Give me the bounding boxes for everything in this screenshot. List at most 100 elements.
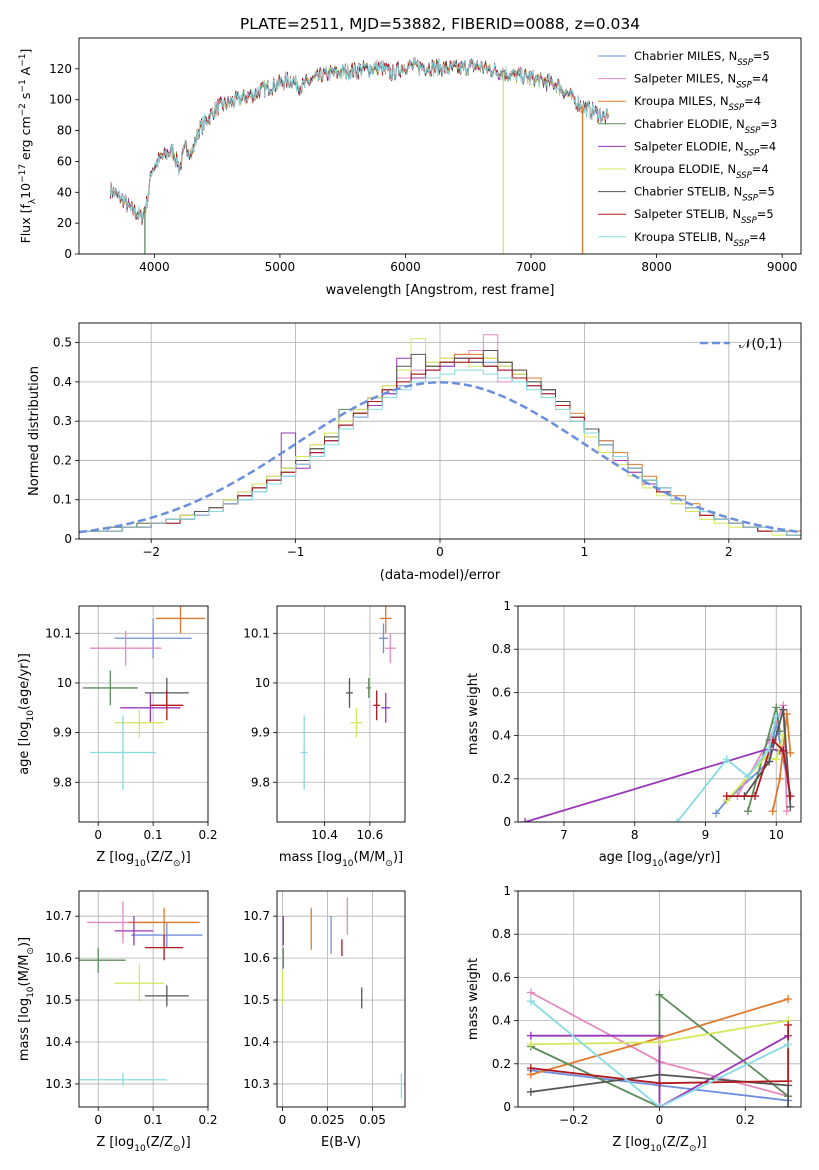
- spectrum-ticks: 4000 5000 6000 7000 8000 9000 0 20 40 60 80 100 120: [49, 62, 797, 274]
- age-weight-grid: [518, 605, 801, 823]
- x-tick-label: 10.6: [357, 828, 384, 842]
- z-mass-point: [114, 916, 154, 946]
- age-weight-marker: [768, 807, 777, 816]
- histogram-series: [79, 369, 801, 539]
- spectrum-axes: 4000 5000 6000 7000 8000 9000 0 20 40 60 80 100 120 w…: [18, 37, 802, 298]
- mass-age-point: [373, 690, 381, 721]
- z-weight-marker: [526, 1031, 535, 1040]
- z-age-point: [155, 606, 206, 634]
- x-tick-label: 0: [94, 828, 102, 842]
- y-tick-label: 0.1: [53, 493, 72, 507]
- z-weight-marker: [526, 1040, 535, 1049]
- z-mass-point: [79, 947, 126, 973]
- y-tick-label: 0.2: [492, 772, 511, 786]
- legend-label: Chabrier ELODIE, NSSP=3: [634, 117, 777, 136]
- age-weight-axes: 7 8 9 10 0 0.2 0.4 0.6 0.8 1 age [log10(age/yr)] ma…: [466, 599, 802, 869]
- x-tick-label: 10.4: [311, 828, 338, 842]
- z-weight-axes: −0.2 0 0.2 0 0.2 0.4 0.6 0.8 1 Z [log10(Z/Z⊙)] mas…: [466, 884, 802, 1154]
- z-mass-point: [128, 907, 200, 938]
- age-weight-marker: [772, 755, 781, 764]
- x-tick-label: 0.025: [310, 1113, 344, 1127]
- x-tick-label: −2: [142, 545, 160, 559]
- x-tick-label: 2: [725, 545, 733, 559]
- spectrum-series-line: [110, 57, 586, 221]
- z-age-point: [114, 618, 192, 659]
- y-tick-label: 10.1: [45, 626, 72, 640]
- x-tick-label: 1: [581, 545, 589, 559]
- age-weight-y-label: mass weight: [466, 673, 481, 755]
- y-tick-label: 10.4: [45, 1035, 72, 1049]
- age-weight-marker: [751, 792, 760, 801]
- z-mass-point: [131, 922, 203, 948]
- x-tick-label: −0.2: [559, 1113, 588, 1127]
- figure-title: PLATE=2511, MJD=53882, FIBERID=0088, z=0…: [240, 15, 640, 33]
- histogram-legend-label: 𝒩(0,1): [739, 337, 782, 352]
- z-age-point: [120, 692, 181, 723]
- z-weight-ticks: −0.2 0 0.2 0 0.2 0.4 0.6 0.8 1: [492, 884, 755, 1127]
- x-tick-label: 4000: [139, 260, 170, 274]
- y-tick-label: 0.5: [53, 336, 72, 350]
- y-tick-label: 0: [503, 1100, 511, 1114]
- legend-label: Chabrier MILES, NSSP=5: [634, 49, 770, 68]
- age-weight-series-line: [743, 709, 792, 807]
- age-weight-marker: [743, 772, 752, 781]
- x-tick-label: 0.05: [359, 1113, 386, 1127]
- y-tick-label: 0.4: [492, 1014, 511, 1028]
- z-age-point: [89, 715, 156, 790]
- mass-age-point: [346, 678, 353, 708]
- y-tick-label: 60: [57, 154, 72, 168]
- ebv-mass-plot-area: [281, 897, 403, 1099]
- x-tick-label: −1: [287, 545, 305, 559]
- z-mass-point: [144, 935, 184, 961]
- age-weight-marker: [765, 744, 774, 753]
- z-mass-grid: [79, 891, 209, 1107]
- histogram-plot-area: [79, 334, 801, 539]
- age-weight-marker: [712, 809, 721, 818]
- y-tick-label: 10.3: [45, 1077, 72, 1091]
- x-tick-label: 0.2: [736, 1113, 755, 1127]
- age-weight-marker: [768, 735, 777, 744]
- legend-label: Salpeter MILES, NSSP=4: [634, 72, 769, 91]
- y-tick-label: 10.6: [45, 951, 72, 965]
- z-weight-marker: [655, 990, 664, 999]
- y-tick-label: 10.4: [243, 1035, 270, 1049]
- y-tick-label: 120: [49, 62, 72, 76]
- mass-age-point: [384, 633, 396, 664]
- legend-label: Salpeter STELIB, NSSP=5: [634, 207, 774, 226]
- z-weight-marker: [526, 988, 535, 997]
- age-weight-x-label: age [log10(age/yr)]: [599, 850, 721, 869]
- y-tick-label: 40: [57, 185, 72, 199]
- age-weight-marker: [772, 712, 781, 721]
- z-mass-axes: 0 0.1 0.2 10.3 10.4 10.5 10.6 10.7 Z [log10(Z/Z⊙…: [17, 890, 218, 1154]
- z-weight-frame: [517, 890, 802, 1108]
- ebv-mass-axes: 0 0.025 0.05 10.3 10.4 10.5 10.6 10.7 E(B-V): [243, 890, 406, 1150]
- age-weight-marker: [786, 748, 795, 757]
- spectrum-plot-area: [110, 57, 609, 254]
- y-tick-label: 0.2: [53, 453, 72, 467]
- x-tick-label: 0.2: [198, 1113, 217, 1127]
- mass-age-frame: [276, 605, 406, 823]
- y-tick-label: 10.1: [243, 626, 270, 640]
- mass-age-point: [300, 715, 308, 790]
- y-tick-label: 0.4: [492, 729, 511, 743]
- z-weight-marker: [784, 1103, 793, 1107]
- x-tick-label: 0: [279, 1113, 287, 1127]
- z-age-frame: [78, 605, 209, 823]
- mass-age-point: [381, 692, 391, 723]
- x-tick-label: 9: [702, 828, 710, 842]
- age-weight-ticks: 7 8 9 10 0 0.2 0.4 0.6 0.8 1: [492, 599, 784, 842]
- y-tick-label: 10.3: [243, 1077, 270, 1091]
- x-tick-label: 0: [436, 545, 444, 559]
- z-age-ticks: 0 0.1 0.2 9.8 9.9 10 10.1: [45, 626, 217, 842]
- y-tick-label: 0.2: [492, 1057, 511, 1071]
- z-mass-plot-area: [79, 901, 203, 1087]
- histogram-axes: −2 −1 0 1 2 0 0.1 0.2 0.3 0.4 0.5 𝒩(0,1) (data-model…: [27, 322, 802, 583]
- z-weight-plot-area: [526, 988, 793, 1107]
- z-weight-marker: [526, 1087, 535, 1096]
- z-weight-marker: [655, 1038, 664, 1047]
- age-weight-marker: [722, 792, 731, 801]
- z-age-point: [150, 690, 184, 721]
- histogram-y-label: Normed distribution: [27, 366, 42, 496]
- y-tick-label: 10.7: [243, 909, 270, 923]
- z-mass-point: [79, 1073, 167, 1087]
